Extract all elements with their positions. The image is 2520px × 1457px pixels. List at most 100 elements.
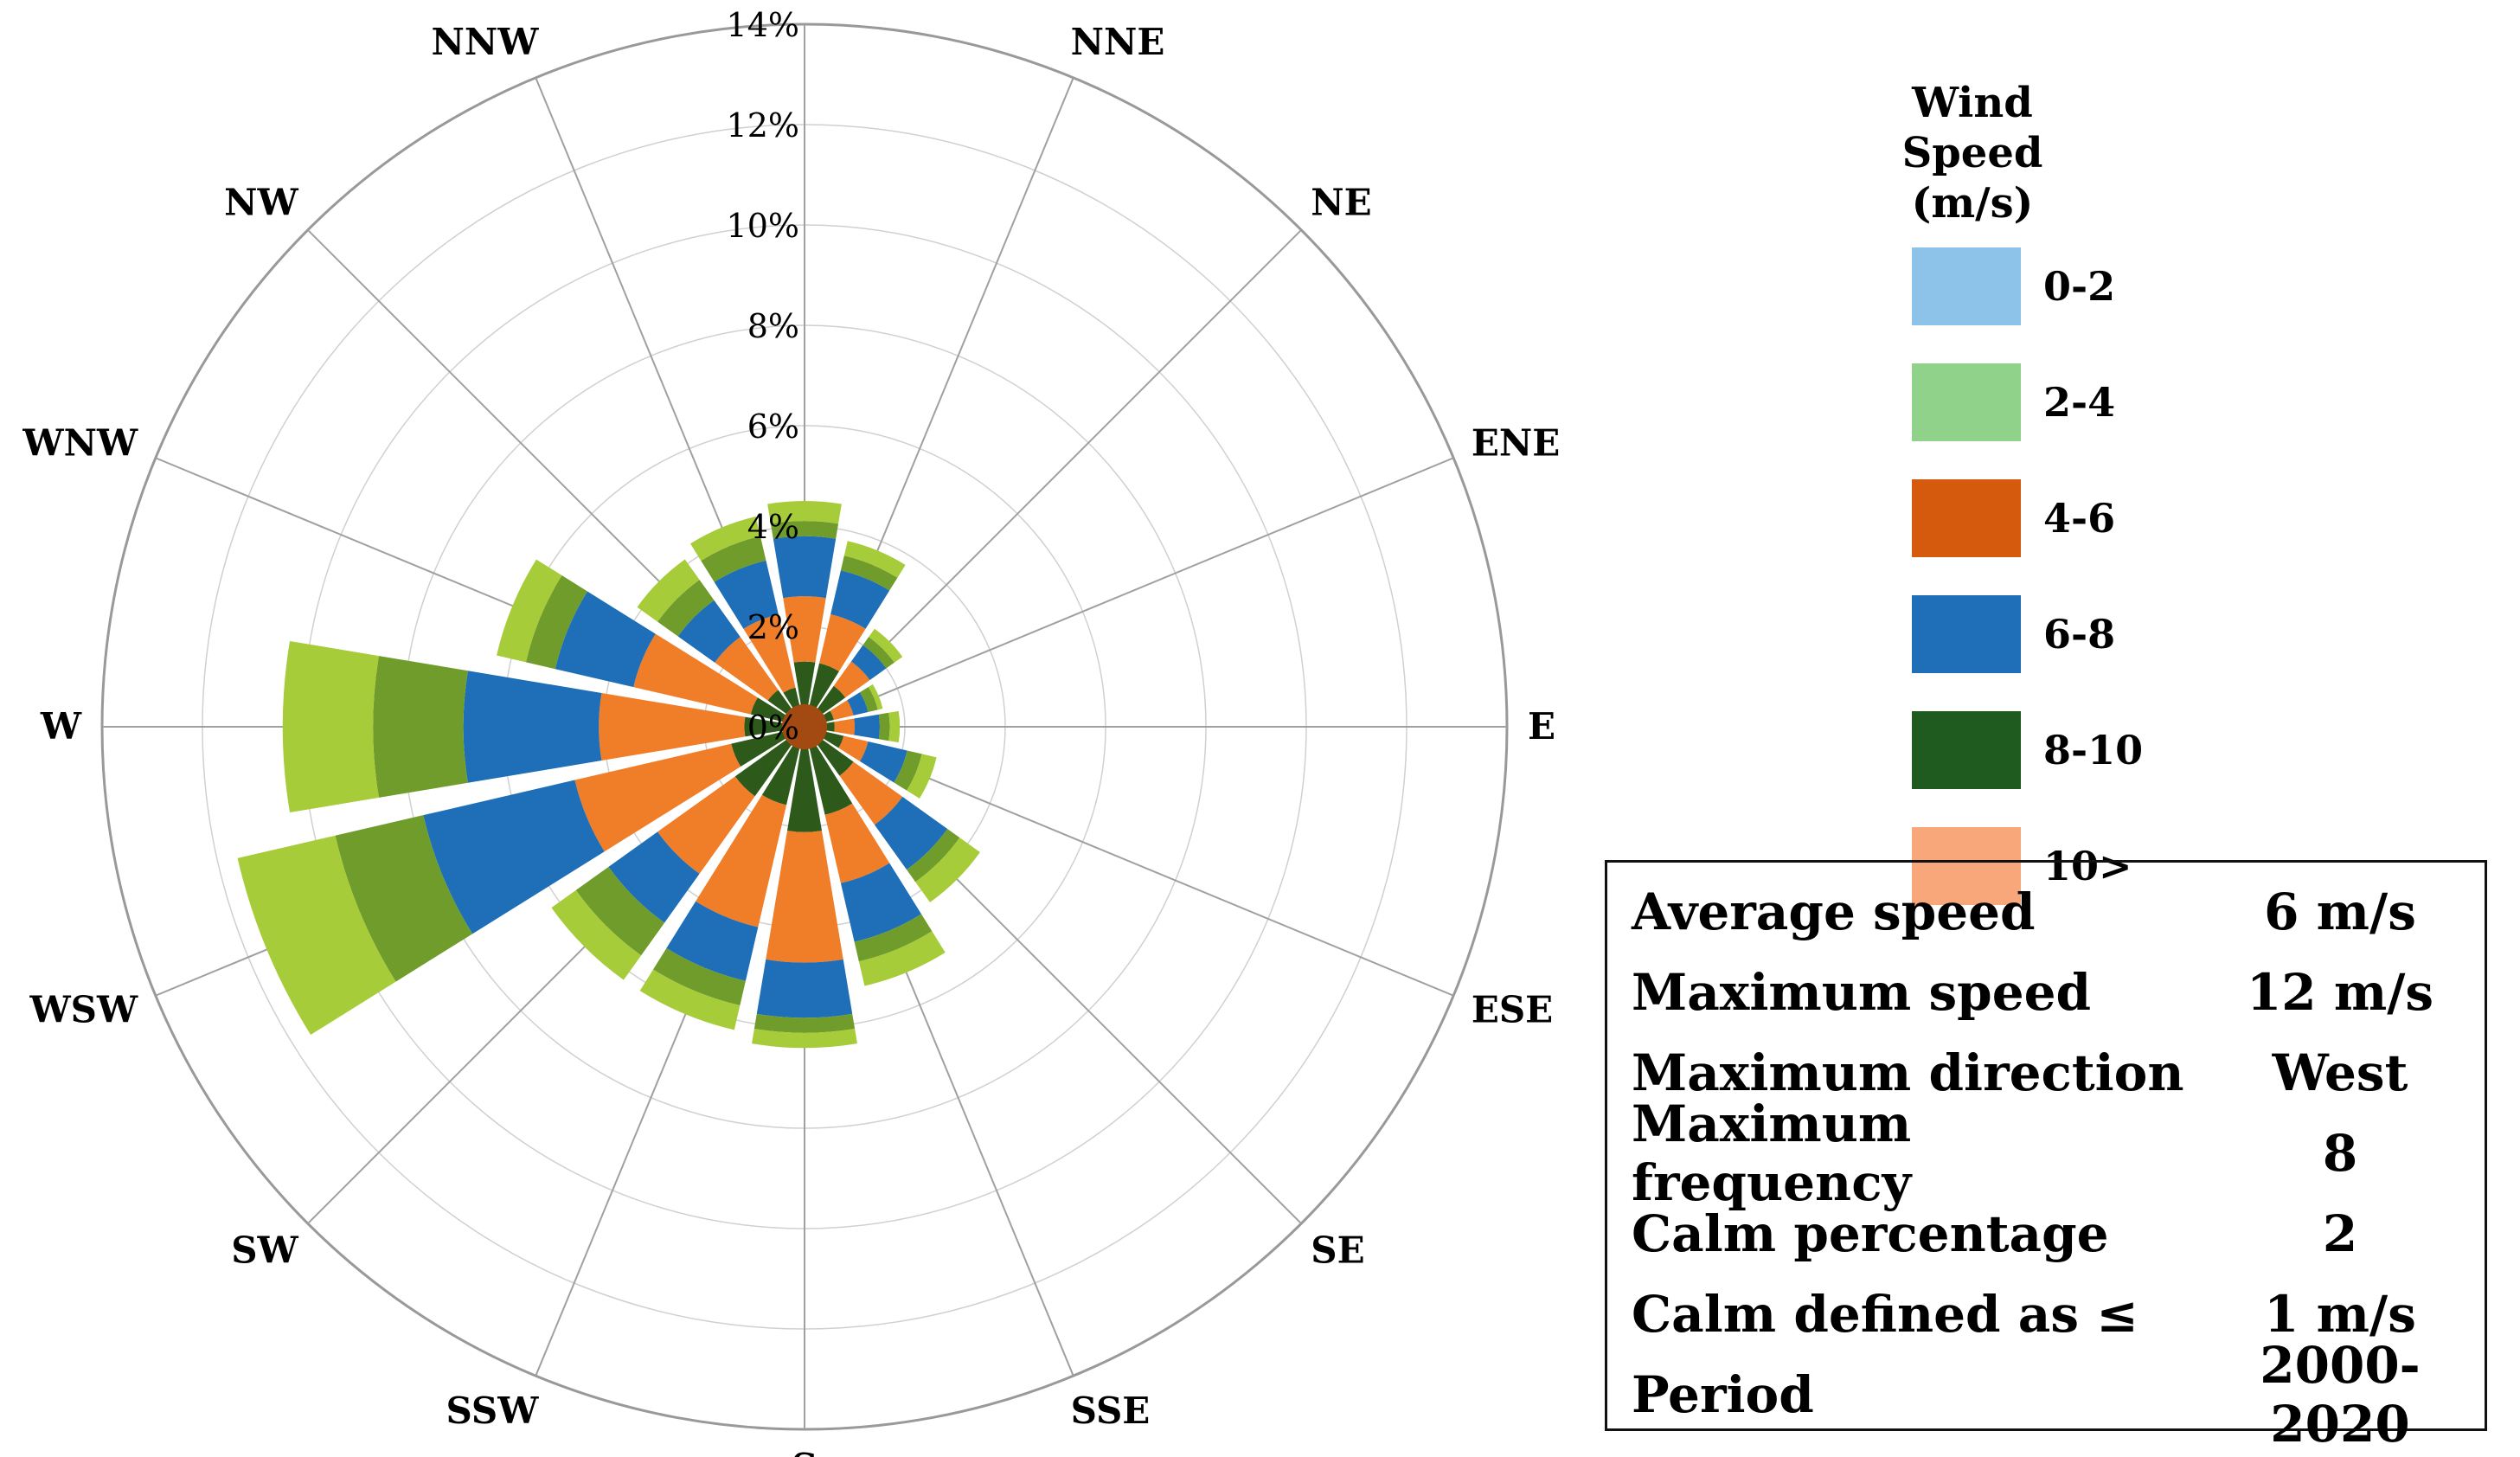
rose-wedge — [282, 640, 379, 813]
direction-label: WNW — [22, 421, 138, 464]
rose-wedge — [859, 686, 878, 712]
rose-wedge — [423, 780, 605, 934]
rose-wedge — [657, 776, 755, 874]
legend-label: 8-10 — [2043, 727, 2144, 773]
stat-value: 6 m/s — [2264, 882, 2416, 941]
rose-wedge — [834, 718, 856, 735]
rose-wedge — [639, 969, 741, 1030]
rose-wedge — [770, 521, 839, 539]
radial-tick-label: 12% — [727, 106, 799, 144]
rose-wedge — [824, 803, 890, 883]
legend-swatch — [1912, 595, 2021, 673]
rose-wedge — [869, 628, 903, 663]
rose-wedge — [787, 727, 822, 832]
stat-label: Calm percentage — [1632, 1203, 2109, 1263]
rose-wedge — [574, 743, 741, 852]
rose-wedge — [854, 714, 881, 740]
rose-wedge — [868, 684, 883, 710]
rose-wedge — [551, 889, 642, 980]
rose-wedge — [773, 536, 837, 599]
stat-value: 12 m/s — [2246, 962, 2434, 1022]
rose-wedge — [714, 560, 779, 629]
direction-label: ESE — [1472, 989, 1553, 1031]
stat-label: Maximum frequency — [1632, 1094, 1912, 1212]
rose-wedge — [690, 517, 760, 562]
rose-wedge — [608, 831, 700, 923]
rose-wedge — [847, 692, 869, 716]
direction-label: NE — [1311, 182, 1371, 224]
rose-wedge — [850, 645, 887, 681]
stat-row: Maximum frequency 8 — [1607, 1094, 2485, 1212]
legend-label: 4-6 — [2043, 495, 2116, 542]
rose-wedge — [701, 536, 766, 582]
radial-tick-label: 6% — [747, 408, 799, 446]
legend-title: Wind Speed (m/s) — [1843, 78, 2102, 228]
legend-swatch — [1912, 247, 2021, 325]
radial-tick-label: 10% — [727, 207, 799, 245]
stats-rows: Average speed 6 m/s Maximum speed 12 m/s Max… — [1607, 863, 2485, 1454]
rose-wedge — [862, 637, 895, 669]
direction-label: WSW — [29, 989, 138, 1031]
stat-label: Maximum speed — [1632, 962, 2092, 1022]
rose-wedge — [843, 541, 906, 578]
rose-wedge — [915, 838, 980, 902]
rose-wedge — [677, 600, 741, 663]
rose-wedge — [525, 575, 588, 670]
stat-label: Maximum direction — [1632, 1043, 2184, 1102]
rose-wedge — [575, 866, 665, 956]
stat-row: Period 2000-2020 — [1607, 1336, 2485, 1454]
legend-title-line1: Wind Speed — [1901, 79, 2043, 177]
rose-wedge — [830, 570, 890, 629]
stat-value: 2 — [2322, 1203, 2358, 1263]
radial-tick-label: 14% — [727, 6, 799, 44]
rose-wedge — [894, 750, 922, 791]
direction-label: N — [788, 0, 821, 7]
stat-row: Maximum speed 12 m/s — [1607, 952, 2485, 1032]
legend: Wind Speed (m/s) 0-2 2-4 4-6 6-8 8-10 10> — [1843, 78, 2206, 924]
legend-swatch — [1912, 479, 2021, 557]
rose-wedge — [783, 596, 826, 663]
legend-label: 0-2 — [2043, 263, 2116, 310]
rose-wedge — [653, 947, 746, 1006]
rose-wedge — [633, 633, 758, 715]
rose-wedge — [756, 959, 853, 1018]
stat-row: Average speed 6 m/s — [1607, 871, 2485, 952]
legend-label: 2-4 — [2043, 379, 2116, 426]
legend-item: 0-2 — [1843, 228, 2206, 344]
rose-wedge — [805, 727, 853, 815]
rose-wedge — [854, 914, 933, 962]
direction-label: SSW — [446, 1390, 540, 1432]
stat-row: Maximum direction West — [1607, 1032, 2485, 1113]
rose-wedge — [839, 761, 903, 825]
rose-wedge — [874, 796, 948, 870]
direction-label: ENE — [1472, 421, 1560, 464]
rose-wedge — [878, 712, 890, 741]
direction-label: SE — [1311, 1229, 1364, 1271]
rose-wedge — [767, 501, 842, 524]
direction-label: S — [792, 1446, 818, 1457]
rose-wedge — [907, 829, 960, 883]
rose-wedge — [819, 614, 866, 672]
rose-wedge — [907, 754, 937, 799]
legend-label: 6-8 — [2043, 611, 2116, 658]
rose-wedge — [666, 901, 759, 981]
legend-items: 0-2 2-4 4-6 6-8 8-10 10> — [1843, 228, 2206, 924]
rose-wedge — [840, 555, 898, 591]
rose-wedge — [463, 671, 602, 783]
direction-label: W — [40, 705, 82, 748]
rose-wedge — [859, 741, 907, 783]
stat-row: Calm defined as ≤ 1 m/s — [1607, 1274, 2485, 1354]
direction-label: NNW — [431, 21, 539, 63]
radial-tick-label: 4% — [747, 508, 799, 546]
rose-wedge — [744, 716, 805, 737]
direction-label: NNE — [1071, 21, 1165, 63]
rose-wedge — [715, 637, 779, 701]
rose-wedge — [657, 580, 715, 637]
rose-wedge — [743, 614, 796, 693]
direction-label: SW — [231, 1229, 298, 1271]
stat-value: 1 m/s — [2264, 1284, 2416, 1344]
legend-item: 6-8 — [1843, 576, 2206, 692]
rose-wedge — [858, 931, 946, 986]
direction-label: SSE — [1071, 1390, 1151, 1432]
legend-title-line2: (m/s) — [1911, 179, 2034, 228]
